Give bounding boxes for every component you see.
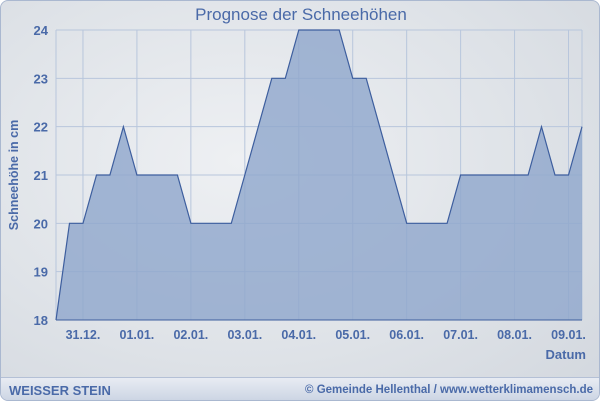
y-tick-label: 19 xyxy=(34,265,48,280)
y-tick-label: 23 xyxy=(34,71,48,86)
area-fill xyxy=(56,30,582,320)
x-tick-label: 02.01. xyxy=(173,328,208,342)
x-tick-label: 03.01. xyxy=(227,328,262,342)
brand-label: WEISSER STEIN xyxy=(9,383,111,398)
x-tick-label: 31.12. xyxy=(66,328,101,342)
chart-title: Prognose der Schneehöhen xyxy=(195,5,407,24)
y-tick-label: 21 xyxy=(34,168,48,183)
x-tick-label: 06.01. xyxy=(389,328,424,342)
y-tick-label: 22 xyxy=(34,120,48,135)
x-tick-label: 01.01. xyxy=(120,328,155,342)
y-axis-label: Schneehöhe in cm xyxy=(7,120,21,230)
x-tick-label: 04.01. xyxy=(281,328,316,342)
footer-bar: WEISSER STEIN © Gemeinde Hellenthal / ww… xyxy=(1,377,599,400)
x-axis-label: Datum xyxy=(546,347,586,362)
x-tick-label: 07.01. xyxy=(443,328,478,342)
x-tick-label: 05.01. xyxy=(335,328,370,342)
snow-depth-chart: 18 19 20 21 22 23 24 31.12. 01.01. 02.01. 03.01. 04… xyxy=(7,23,586,362)
x-tick-label: 09.01. xyxy=(551,328,586,342)
y-tick-label: 20 xyxy=(34,216,48,231)
y-tick-label: 18 xyxy=(34,313,48,328)
series-line xyxy=(55,29,583,321)
x-tick-label: 08.01. xyxy=(497,328,532,342)
copyright-link[interactable]: © Gemeinde Hellenthal / www.wetterklimam… xyxy=(305,384,593,396)
y-tick-label: 24 xyxy=(34,23,49,38)
